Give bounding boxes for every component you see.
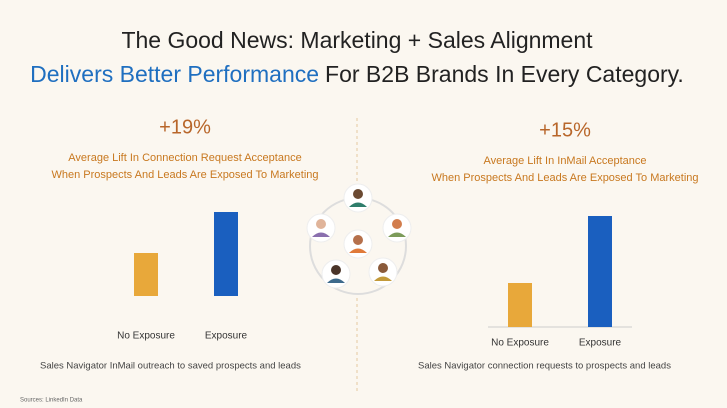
subtitle: When Prospects And Leads Are Exposed To … <box>431 172 698 184</box>
bar <box>588 216 612 327</box>
headline-rest: For B2B Brands In Every Category. <box>325 61 684 87</box>
subtitle: Average Lift In InMail Acceptance <box>483 155 646 167</box>
avatar <box>343 229 373 259</box>
bar <box>214 212 238 296</box>
avatar <box>306 213 336 243</box>
category-label: Exposure <box>205 331 248 342</box>
caption: Sales Navigator InMail outreach to saved… <box>40 361 301 372</box>
category-label: No Exposure <box>491 338 549 349</box>
avatar <box>321 259 351 289</box>
avatar <box>382 213 412 243</box>
people-graphic <box>306 183 412 298</box>
headline: The Good News: Marketing + Sales Alignme… <box>121 27 593 53</box>
lift-title: +19% <box>159 116 211 138</box>
category-label: No Exposure <box>117 331 175 342</box>
caption: Sales Navigator connection requests to p… <box>418 361 671 372</box>
subtitle: When Prospects And Leads Are Exposed To … <box>51 169 318 181</box>
avatar <box>343 183 373 213</box>
lift-title: +15% <box>539 119 591 141</box>
avatar <box>368 257 398 287</box>
bar <box>134 253 158 296</box>
headline-highlight: Delivers Better Performance <box>30 61 319 87</box>
bar <box>508 283 532 327</box>
category-label: Exposure <box>579 338 622 349</box>
subtitle: Average Lift In Connection Request Accep… <box>68 152 301 164</box>
source: Sources: LinkedIn Data <box>20 398 83 404</box>
headline: Delivers Better Performance For B2B Brand… <box>30 61 684 87</box>
